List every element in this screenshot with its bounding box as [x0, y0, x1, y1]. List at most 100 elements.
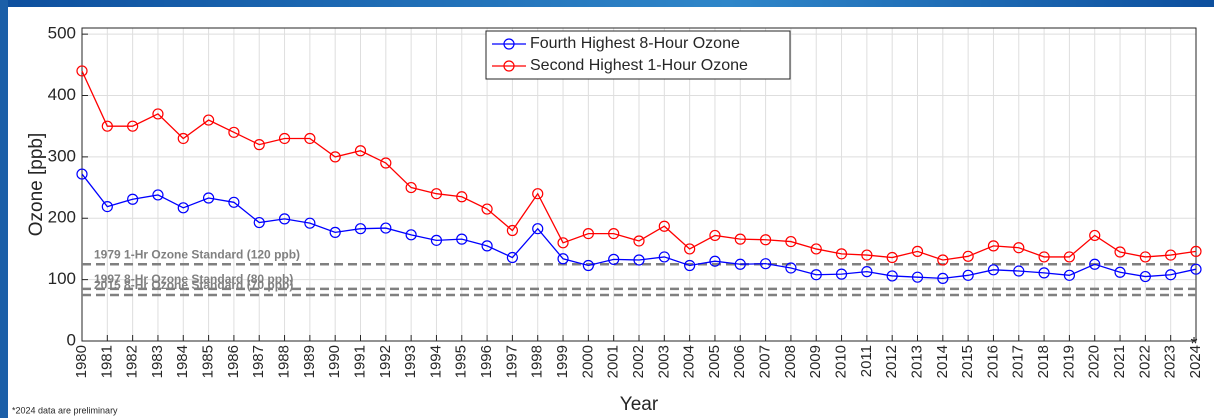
- data-point: [380, 222, 392, 234]
- top-banner: [0, 0, 1214, 7]
- x-tick-label: 2018: [1035, 345, 1052, 378]
- y-tick-label: 100: [48, 269, 76, 288]
- data-point: [177, 202, 189, 214]
- x-tick-label: 2017: [1010, 345, 1027, 378]
- data-point: [684, 259, 696, 272]
- data-point: [709, 229, 721, 242]
- data-point: [861, 266, 873, 278]
- x-tick-label: 2012: [883, 345, 900, 378]
- data-point: [202, 114, 215, 126]
- data-point: [152, 189, 164, 201]
- data-point: [1038, 267, 1050, 279]
- data-point: [253, 139, 265, 151]
- x-tick-label: 1993: [402, 345, 419, 378]
- x-tick-label: 1982: [124, 345, 141, 378]
- data-point: [835, 268, 848, 280]
- data-point: [886, 251, 898, 264]
- data-point: [1190, 245, 1202, 257]
- data-point: [557, 237, 569, 249]
- left-banner: [0, 0, 8, 418]
- data-point: [228, 126, 240, 138]
- data-point: [253, 216, 265, 229]
- data-point: [430, 188, 443, 200]
- x-tick-label: 2007: [757, 345, 774, 378]
- x-tick-label: 1984: [174, 345, 191, 378]
- data-point: [405, 229, 417, 241]
- data-point: [734, 258, 746, 270]
- x-tick-label: 1988: [276, 345, 293, 378]
- series-line: [81, 173, 1197, 280]
- x-tick-label: 2013: [908, 345, 925, 378]
- data-point: [1190, 263, 1202, 275]
- data-point: [987, 240, 1000, 252]
- data-point: [962, 250, 974, 262]
- data-point: [1139, 251, 1151, 263]
- data-point: [304, 132, 316, 145]
- x-tick-label: 1991: [351, 345, 368, 378]
- reference-label: 1997 8-Hr Ozone Standard (80 ppb): [94, 272, 293, 286]
- data-point: [785, 235, 797, 248]
- data-point: [481, 240, 493, 252]
- data-point: [557, 253, 569, 265]
- data-point: [658, 251, 670, 263]
- reference-label: 2015 8-Hr Ozone Standard (70 ppb): [94, 278, 293, 292]
- x-tick-label: 1989: [301, 345, 318, 378]
- x-tick-label: 2021: [1111, 345, 1128, 378]
- x-tick-label: 1997: [503, 345, 520, 378]
- data-point: [152, 108, 164, 120]
- data-point: [1013, 242, 1025, 254]
- data-point: [76, 168, 88, 180]
- data-point: [1063, 269, 1076, 281]
- data-point: [759, 258, 772, 270]
- data-point: [861, 249, 873, 261]
- data-point: [734, 233, 746, 245]
- data-point: [532, 223, 544, 235]
- data-point: [1089, 258, 1101, 270]
- x-tick-label: 2004: [681, 345, 698, 378]
- data-point: [608, 227, 620, 240]
- data-point: [633, 254, 645, 266]
- x-tick-label: 1990: [326, 345, 343, 378]
- data-point: [1114, 246, 1126, 258]
- x-tick-label: 2015: [959, 345, 976, 378]
- data-point: [405, 181, 417, 194]
- data-point: [278, 213, 291, 225]
- y-axis-label: Ozone [ppb]: [26, 133, 47, 237]
- data-point: [1038, 251, 1050, 263]
- x-tick-label: 2002: [630, 345, 647, 378]
- x-tick-label: 2019: [1060, 345, 1077, 378]
- x-tick-label: 1985: [200, 345, 217, 378]
- last-tick-marker: *: [1190, 334, 1197, 354]
- x-tick-label: 2016: [984, 345, 1001, 378]
- data-point: [886, 270, 898, 282]
- data-point: [456, 233, 468, 245]
- data-point: [76, 65, 88, 77]
- data-point: [304, 217, 316, 229]
- x-tick-label: 1986: [225, 345, 242, 378]
- data-point: [1165, 249, 1177, 261]
- data-point: [658, 220, 670, 232]
- x-tick-label: 2011: [858, 345, 875, 377]
- data-point: [1089, 229, 1101, 242]
- x-tick-label: 2008: [782, 345, 799, 378]
- x-tick-label: 1987: [250, 345, 267, 378]
- data-point: [1013, 265, 1025, 277]
- x-tick-label: 1980: [73, 345, 90, 378]
- y-tick-label: 400: [48, 85, 76, 104]
- axes-box: [81, 27, 1197, 342]
- x-axis-label: Year: [620, 394, 659, 415]
- x-tick-label: 2022: [1136, 345, 1153, 378]
- data-point: [532, 188, 544, 200]
- x-tick-label: 1999: [554, 345, 571, 378]
- data-point: [101, 120, 113, 132]
- data-point: [633, 235, 645, 247]
- y-tick-label: 500: [48, 24, 76, 43]
- footnote: *2024 data are preliminary: [12, 405, 118, 415]
- series-line: [81, 70, 1197, 261]
- data-point: [937, 272, 949, 284]
- x-tick-label: 2023: [1162, 345, 1179, 378]
- legend-marker: [503, 38, 515, 50]
- x-tick-label: 2014: [934, 345, 951, 378]
- x-tick-label: 2003: [655, 345, 672, 378]
